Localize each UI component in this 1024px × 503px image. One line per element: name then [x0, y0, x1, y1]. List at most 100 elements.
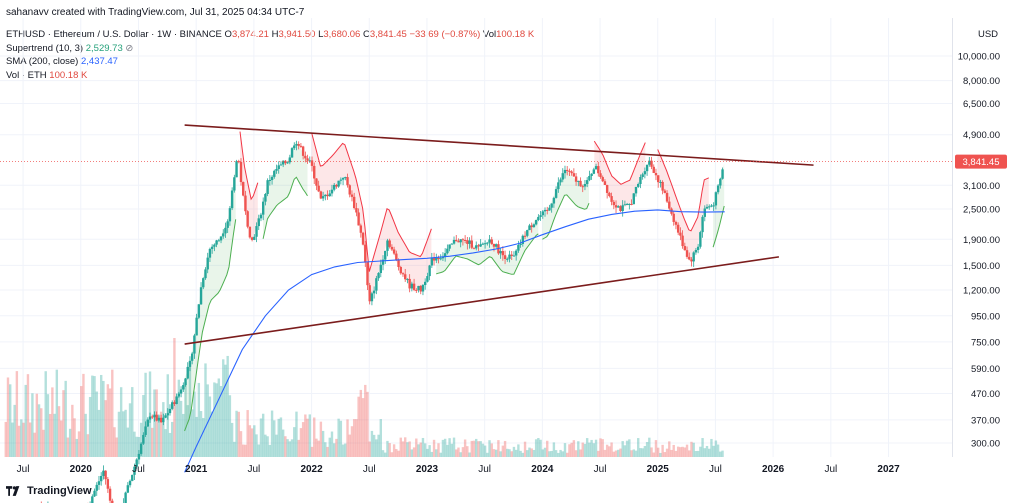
candle-body	[157, 417, 161, 421]
volume-bar	[335, 438, 338, 457]
volume-bar	[219, 386, 223, 457]
supertrend-up-fill	[436, 217, 539, 275]
candle-body	[179, 389, 183, 394]
supertrend-down-fill	[240, 131, 258, 241]
legend-vol-label: Vol	[482, 29, 497, 40]
volume-bar	[499, 451, 502, 457]
volume-bar	[173, 338, 176, 457]
volume-bar	[415, 438, 418, 457]
candle-body	[650, 160, 653, 167]
candle-body	[290, 148, 294, 158]
volume-bar	[310, 446, 314, 457]
volume-bar	[28, 422, 32, 457]
x-tick-label: Jul	[594, 464, 607, 475]
brand-footer[interactable]: TradingView	[6, 485, 92, 497]
volume-bar	[239, 431, 243, 457]
candle-body	[395, 253, 398, 260]
candle-body	[659, 181, 662, 183]
candle-body	[503, 255, 507, 259]
sma-200-line	[184, 209, 725, 473]
volume-bar	[719, 451, 722, 457]
volume-bar	[712, 445, 715, 457]
volume-bar	[676, 446, 680, 457]
candle-body	[235, 161, 238, 178]
candle-body	[648, 160, 651, 165]
volume-bar	[11, 422, 14, 457]
volume-bar	[337, 418, 340, 457]
candle-body	[348, 185, 351, 195]
volume-bar	[117, 411, 121, 457]
volume-bar	[605, 444, 609, 457]
volume-bar	[17, 425, 21, 457]
volume-bar	[357, 396, 360, 457]
volume-bar	[186, 405, 189, 457]
volume-bar	[463, 439, 467, 457]
volume-bar	[585, 438, 589, 457]
volume-bar	[133, 431, 136, 457]
legend-open: 3,874.21	[231, 29, 269, 40]
volume-bar	[594, 439, 598, 457]
candle-body	[412, 283, 416, 290]
volume-bar	[55, 369, 59, 457]
volume-bar	[168, 432, 172, 457]
candle-body	[637, 184, 640, 187]
volume-bar	[710, 438, 713, 457]
volume-bar	[523, 441, 527, 457]
time-axis: Jul 2020 Jul 2021 Jul 2022 Jul 2023 Jul 2024 Jul 20…	[17, 464, 900, 475]
candle-body	[335, 184, 338, 187]
volume-bar	[46, 394, 50, 457]
candle-body	[439, 258, 442, 260]
volume-bar	[583, 443, 587, 457]
volume-bar	[126, 427, 130, 457]
legend-volume-row[interactable]: Vol · ETH 100.18 K	[6, 69, 534, 83]
volume-bar	[426, 448, 429, 457]
volume-bar	[153, 389, 156, 457]
volume-bar	[610, 442, 613, 457]
candle-body	[379, 264, 382, 274]
candle-body	[477, 245, 480, 247]
volume-bar	[448, 438, 451, 457]
volume-bar	[397, 450, 400, 457]
volume-bar	[106, 384, 110, 457]
volume-bar	[592, 443, 596, 457]
legend-sma-row[interactable]: SMA (200, close) 2,437.47	[6, 55, 534, 69]
legend-symbol-row[interactable]: ETHUSD · Ethereum / U.S. Dollar · 1W · B…	[6, 28, 534, 42]
volume-bar	[290, 439, 294, 457]
volume-bar	[648, 437, 651, 457]
volume-bar	[224, 364, 227, 457]
candle-body	[182, 385, 185, 390]
candle-body	[148, 416, 152, 420]
y-tick-label: 950.00	[971, 311, 1000, 322]
candle-body	[250, 237, 254, 240]
supertrend-up-line	[184, 219, 237, 432]
candle-body	[128, 480, 132, 486]
volume-bar	[197, 382, 201, 457]
volume-bar	[670, 449, 673, 457]
visibility-icon[interactable]: ⊘	[125, 42, 134, 54]
legend-supertrend-row[interactable]: Supertrend (10, 3) 2,529.73 ⊘	[6, 42, 534, 56]
volume-bar	[237, 411, 240, 457]
volume-bar	[694, 451, 698, 457]
volume-bar	[450, 443, 454, 457]
volume-bar	[195, 416, 198, 457]
volume-bar	[674, 450, 678, 457]
volume-bar	[617, 449, 620, 457]
chart-legend: ETHUSD · Ethereum / U.S. Dollar · 1W · B…	[6, 28, 534, 82]
volume-bar	[33, 432, 36, 457]
supertrend-down-line	[657, 149, 710, 232]
volume-bar	[246, 410, 249, 457]
legend-high: 3,941.50	[278, 29, 316, 40]
volume-bar	[514, 449, 518, 457]
volume-bar	[93, 376, 96, 457]
candle-body	[257, 218, 260, 227]
candle-body	[297, 144, 300, 146]
volume-bar	[543, 447, 547, 457]
volume-bar	[344, 443, 347, 457]
volume-bar	[619, 448, 622, 457]
candle-body	[550, 203, 553, 208]
candle-body	[721, 169, 724, 179]
volume-bar	[408, 441, 411, 457]
candle-body	[506, 258, 509, 260]
candle-body	[126, 485, 130, 493]
